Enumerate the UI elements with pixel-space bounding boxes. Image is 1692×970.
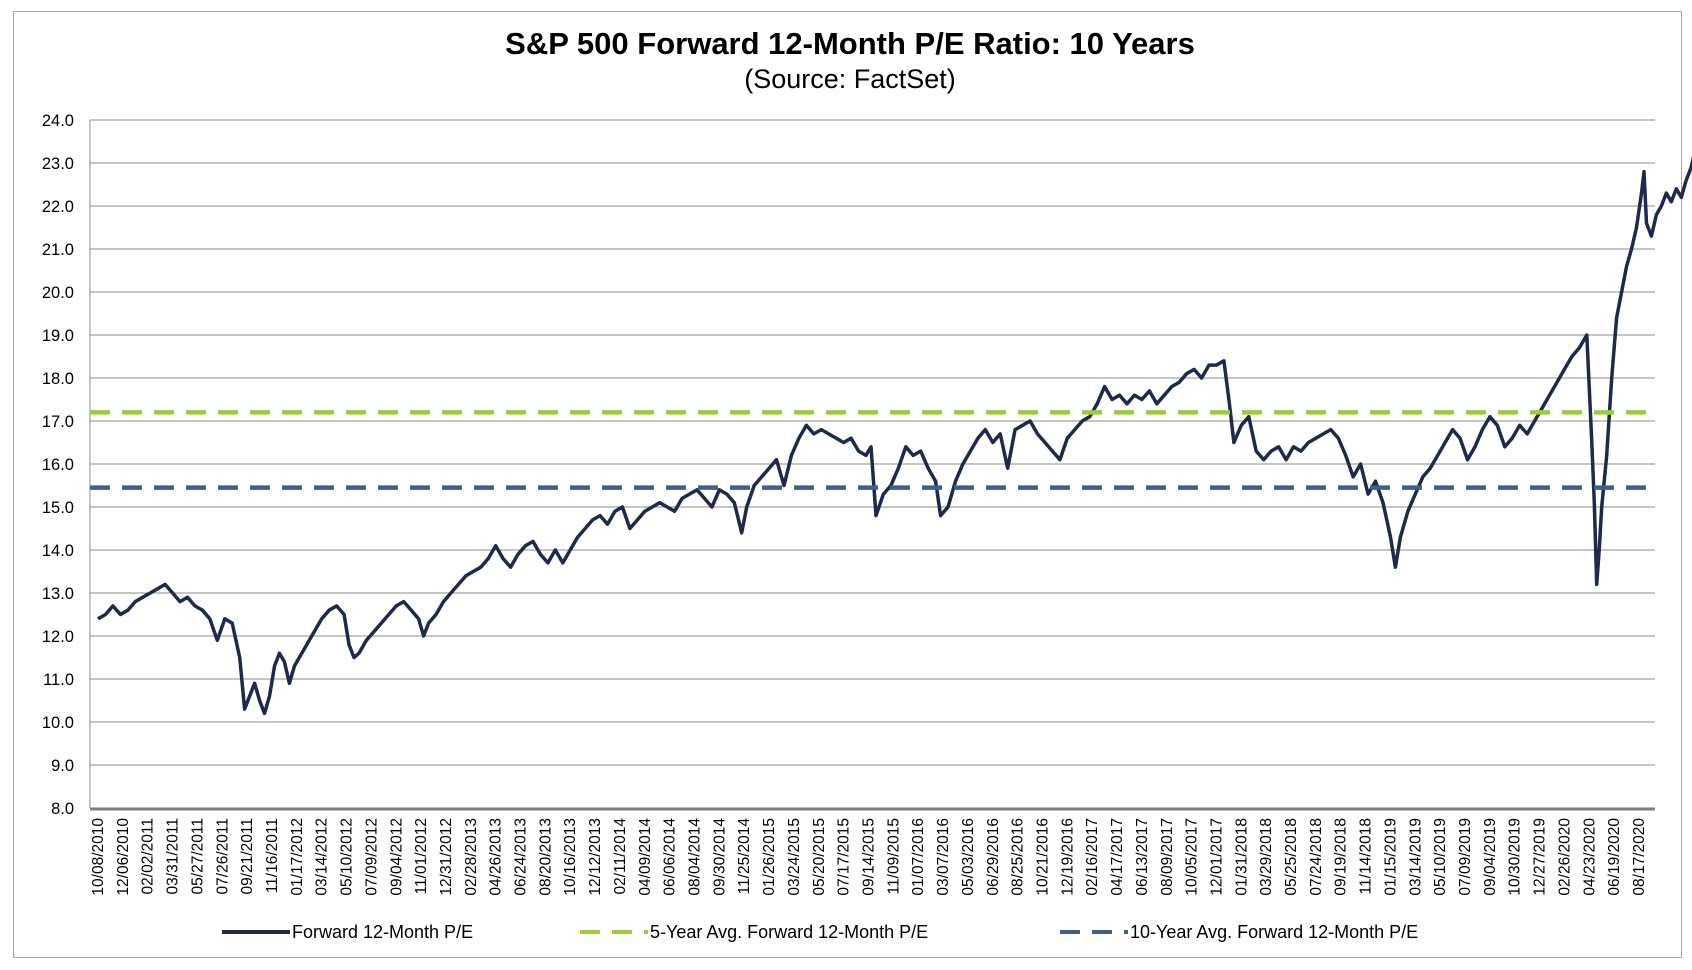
x-tick-label: 02/16/2017 xyxy=(1084,818,1101,896)
x-tick-label: 11/01/2012 xyxy=(413,818,430,894)
x-tick-label: 11/09/2015 xyxy=(885,818,902,894)
x-tick-label: 01/26/2015 xyxy=(761,818,778,896)
x-tick-label: 05/25/2018 xyxy=(1283,818,1300,896)
x-tick-label: 12/12/2013 xyxy=(587,818,604,896)
x-tick-label: 09/19/2018 xyxy=(1333,818,1350,896)
x-tick-label: 11/16/2011 xyxy=(264,818,281,893)
series-line-forward-pe xyxy=(97,156,1692,716)
y-tick-label: 24.0 xyxy=(42,112,74,130)
x-tick-label: 12/27/2019 xyxy=(1532,818,1549,896)
x-tick-label: 03/14/2012 xyxy=(314,818,331,896)
x-tick-label: 06/19/2020 xyxy=(1606,818,1623,896)
legend-label: Forward 12-Month P/E xyxy=(292,922,473,942)
x-tick-label: 08/09/2017 xyxy=(1159,818,1176,896)
legend: Forward 12-Month P/E 5-Year Avg. Forward … xyxy=(222,922,1418,942)
x-tick-label: 05/20/2015 xyxy=(811,818,828,896)
x-tick-label: 07/09/2012 xyxy=(363,818,380,896)
series-group xyxy=(90,156,1692,716)
x-tick-label: 03/14/2019 xyxy=(1407,818,1424,896)
x-tick-label: 07/26/2011 xyxy=(214,818,231,894)
x-tick-label: 06/29/2016 xyxy=(985,818,1002,896)
legend-label: 10-Year Avg. Forward 12-Month P/E xyxy=(1130,922,1418,942)
y-tick-label: 10.0 xyxy=(42,714,74,732)
y-tick-label: 15.0 xyxy=(42,499,74,517)
x-tick-label: 03/31/2011 xyxy=(165,818,182,894)
x-tick-label: 07/24/2018 xyxy=(1308,818,1325,896)
x-tick-label: 06/24/2013 xyxy=(513,818,530,896)
legend-label: 5-Year Avg. Forward 12-Month P/E xyxy=(650,922,928,942)
x-tick-label: 05/03/2016 xyxy=(960,818,977,896)
x-tick-label: 03/24/2015 xyxy=(786,818,803,896)
y-tick-label: 9.0 xyxy=(51,757,74,775)
y-tick-label: 23.0 xyxy=(42,155,74,173)
x-tick-label: 05/10/2019 xyxy=(1432,818,1449,896)
y-tick-label: 11.0 xyxy=(43,671,74,689)
x-tick-label: 01/31/2018 xyxy=(1233,818,1250,896)
y-tick-label: 20.0 xyxy=(42,284,74,302)
x-tick-label: 11/14/2018 xyxy=(1358,818,1375,894)
y-tick-label: 19.0 xyxy=(42,327,74,345)
x-tick-label: 05/27/2011 xyxy=(189,818,206,894)
x-tick-label: 12/01/2017 xyxy=(1208,818,1225,896)
x-tick-label: 03/07/2016 xyxy=(935,818,952,896)
x-tick-label: 11/25/2014 xyxy=(736,818,753,895)
x-tick-label: 10/16/2013 xyxy=(562,818,579,896)
y-axis-ticks: 24.0 23.0 22.0 21.0 20.0 19.0 18.0 17.0 16.0 15.0… xyxy=(42,112,74,818)
x-tick-label: 10/30/2019 xyxy=(1507,818,1524,896)
x-tick-label: 04/17/2017 xyxy=(1109,818,1126,896)
x-tick-label: 04/26/2013 xyxy=(488,818,505,896)
x-tick-label: 07/09/2019 xyxy=(1457,818,1474,896)
y-tick-label: 22.0 xyxy=(42,198,74,216)
x-tick-label: 06/06/2014 xyxy=(662,818,679,896)
x-tick-label: 01/15/2019 xyxy=(1382,818,1399,896)
x-tick-label: 12/06/2010 xyxy=(115,818,132,896)
y-tick-label: 12.0 xyxy=(42,628,74,646)
x-tick-label: 08/20/2013 xyxy=(537,818,554,896)
x-tick-label: 06/13/2017 xyxy=(1134,818,1151,896)
x-tick-label: 07/17/2015 xyxy=(836,818,853,896)
x-tick-label: 09/30/2014 xyxy=(711,818,728,896)
y-tick-label: 18.0 xyxy=(42,370,74,388)
x-tick-label: 10/05/2017 xyxy=(1184,818,1201,896)
y-tick-label: 8.0 xyxy=(51,800,74,818)
x-tick-label: 04/09/2014 xyxy=(637,818,654,896)
x-tick-label: 01/07/2016 xyxy=(910,818,927,896)
x-axis-ticks: 10/08/2010 12/06/2010 02/02/2011 03/31/2011… xyxy=(90,818,1648,896)
y-tick-label: 14.0 xyxy=(42,542,74,560)
x-tick-label: 02/28/2013 xyxy=(463,818,480,896)
x-tick-label: 08/25/2016 xyxy=(1010,818,1027,896)
x-tick-label: 10/08/2010 xyxy=(90,818,107,896)
x-tick-label: 01/17/2012 xyxy=(289,818,306,896)
x-tick-label: 02/02/2011 xyxy=(140,818,157,894)
x-tick-label: 05/10/2012 xyxy=(339,818,356,896)
x-tick-label: 08/17/2020 xyxy=(1631,818,1648,896)
x-tick-label: 09/21/2011 xyxy=(239,818,256,894)
x-tick-label: 08/04/2014 xyxy=(687,818,704,896)
chart-subtitle: (Source: FactSet) xyxy=(744,64,956,94)
x-tick-label: 12/19/2016 xyxy=(1059,818,1076,896)
y-tick-label: 16.0 xyxy=(42,456,74,474)
x-tick-label: 03/29/2018 xyxy=(1258,818,1275,896)
chart-title: S&P 500 Forward 12-Month P/E Ratio: 10 Y… xyxy=(505,26,1195,61)
chart-frame xyxy=(13,11,1682,958)
y-tick-label: 13.0 xyxy=(42,585,74,603)
x-tick-label: 12/31/2012 xyxy=(438,818,455,896)
x-tick-label: 09/14/2015 xyxy=(861,818,878,896)
x-tick-label: 02/11/2014 xyxy=(612,818,629,895)
gridlines xyxy=(89,119,1655,811)
x-tick-label: 02/26/2020 xyxy=(1556,818,1573,896)
x-tick-label: 10/21/2016 xyxy=(1034,818,1051,896)
x-tick-label: 09/04/2019 xyxy=(1482,818,1499,896)
x-tick-label: 04/23/2020 xyxy=(1581,818,1598,896)
y-tick-label: 17.0 xyxy=(42,413,74,431)
y-tick-label: 21.0 xyxy=(42,241,74,259)
x-tick-label: 09/04/2012 xyxy=(388,818,405,896)
